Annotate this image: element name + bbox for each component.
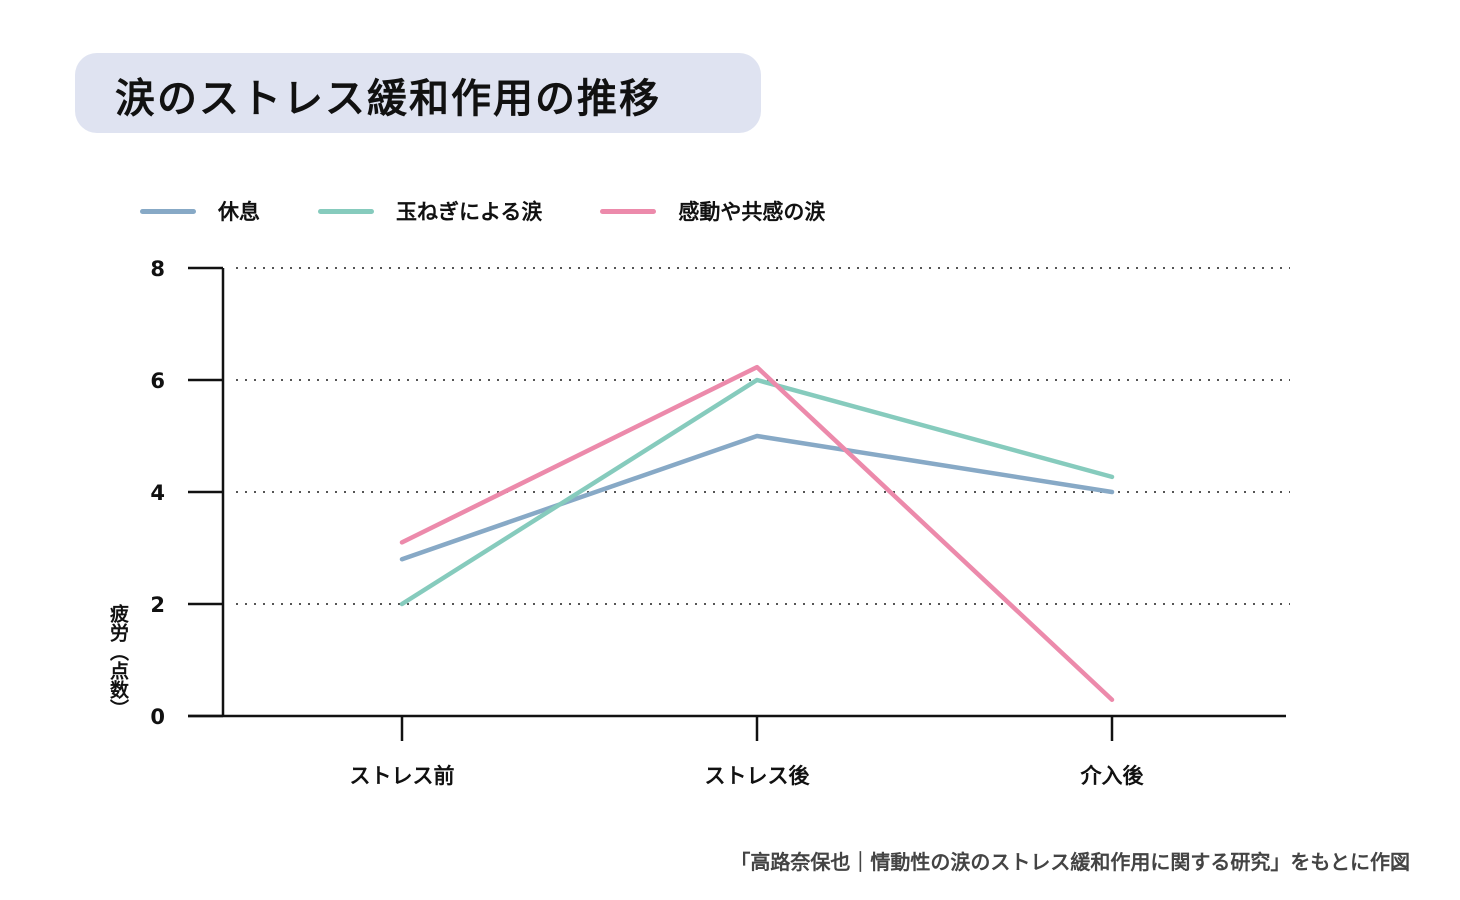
legend-label: 休息	[218, 200, 260, 224]
x-tick-label: 介入後	[1080, 764, 1145, 788]
y-tick-label: 0	[150, 705, 165, 729]
y-tick-label: 2	[150, 593, 165, 617]
series-line	[399, 364, 1115, 703]
legend-item: 感動や共感の涙	[600, 196, 825, 226]
source-caption: 「高路奈保也｜情動性の涙のストレス緩和作用に関する研究」をもとに作図	[730, 850, 1410, 874]
series-line	[399, 377, 1115, 607]
legend-item: 玉ねぎによる涙	[318, 196, 542, 226]
legend-swatch	[600, 208, 657, 214]
legend-label: 玉ねぎによる涙	[396, 200, 543, 224]
legend: 休息 玉ねぎによる涙 感動や共感の涙	[140, 196, 883, 226]
title-box	[75, 53, 761, 133]
y-tick-label: 8	[150, 257, 165, 281]
x-tick-label: ストレス前	[350, 764, 455, 788]
y-tick-label: 6	[150, 369, 165, 393]
chart-title: 涙のストレス緩和作用の推移	[115, 76, 661, 122]
y-axis-label: 疲労（点数）	[107, 604, 129, 718]
legend-label: 感動や共感の涙	[678, 200, 826, 224]
legend-swatch	[140, 208, 196, 214]
y-tick-label: 4	[150, 481, 165, 505]
x-tick-label: ストレス後	[705, 764, 811, 788]
series-line	[399, 433, 1115, 562]
legend-swatch	[318, 208, 374, 214]
legend-item: 休息	[140, 196, 260, 226]
